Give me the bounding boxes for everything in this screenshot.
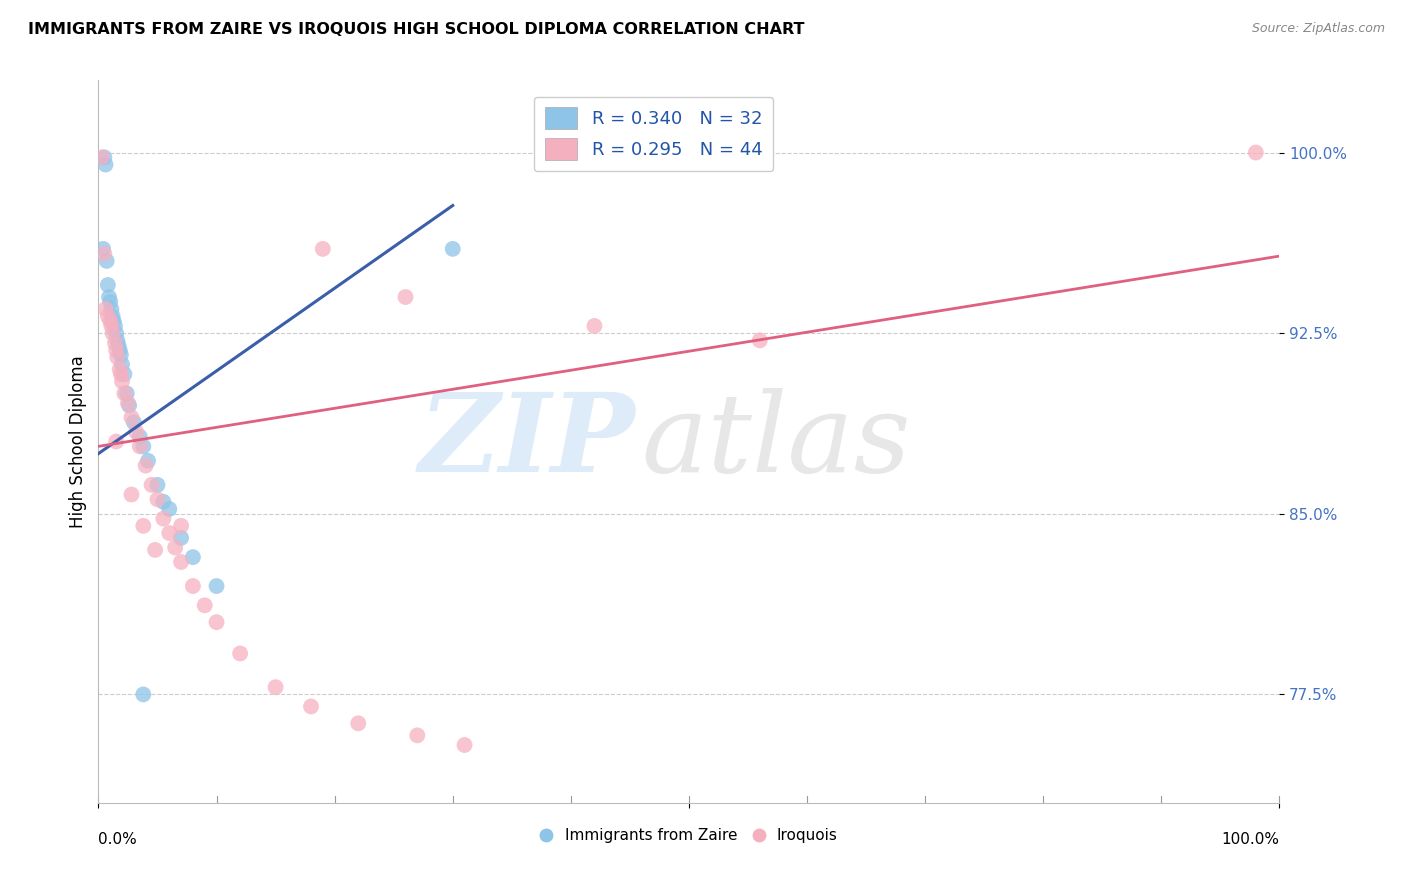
Point xyxy=(101,310,124,324)
Point xyxy=(93,150,115,164)
Point xyxy=(115,386,138,401)
Point xyxy=(97,277,120,292)
Point xyxy=(104,335,127,350)
Point xyxy=(93,246,115,260)
Point xyxy=(98,294,121,309)
Point xyxy=(97,310,120,324)
Point xyxy=(125,425,148,439)
Point xyxy=(110,367,132,381)
Point xyxy=(122,415,145,429)
Text: Source: ZipAtlas.com: Source: ZipAtlas.com xyxy=(1251,22,1385,36)
Point xyxy=(118,398,141,412)
Point xyxy=(104,318,127,333)
Point xyxy=(108,343,131,357)
Point xyxy=(100,318,122,333)
Point xyxy=(146,492,169,507)
Point xyxy=(128,439,150,453)
Point xyxy=(229,647,252,661)
Point xyxy=(94,157,117,171)
Point xyxy=(121,410,143,425)
Point xyxy=(583,318,606,333)
Point xyxy=(103,314,125,328)
Point xyxy=(111,374,134,388)
Point xyxy=(110,348,132,362)
Point xyxy=(312,242,335,256)
Point xyxy=(117,396,139,410)
Text: atlas: atlas xyxy=(641,388,911,495)
Point xyxy=(105,343,128,357)
Point xyxy=(100,301,122,316)
Legend: Immigrants from Zaire, Iroquois: Immigrants from Zaire, Iroquois xyxy=(534,822,844,849)
Point xyxy=(170,555,193,569)
Point xyxy=(141,478,163,492)
Point xyxy=(94,301,117,316)
Point xyxy=(121,487,143,501)
Point xyxy=(170,519,193,533)
Point xyxy=(98,314,121,328)
Point xyxy=(112,367,135,381)
Point xyxy=(748,334,770,348)
Point xyxy=(105,434,128,449)
Point xyxy=(105,350,128,364)
Point xyxy=(165,541,187,555)
Point xyxy=(135,458,157,473)
Point xyxy=(132,687,155,701)
Point xyxy=(347,716,370,731)
Point xyxy=(394,290,416,304)
Point xyxy=(91,150,114,164)
Point xyxy=(96,254,118,268)
Point xyxy=(406,728,429,742)
Text: 100.0%: 100.0% xyxy=(1222,831,1279,847)
Text: ZIP: ZIP xyxy=(419,388,636,495)
Point xyxy=(181,579,204,593)
Point xyxy=(108,362,131,376)
Point xyxy=(101,326,124,341)
Point xyxy=(299,699,322,714)
Point xyxy=(264,680,287,694)
Point xyxy=(112,386,135,401)
Point xyxy=(107,338,129,352)
Point xyxy=(157,502,180,516)
Point xyxy=(111,358,134,372)
Point xyxy=(152,511,174,525)
Point xyxy=(181,550,204,565)
Point xyxy=(157,526,180,541)
Point xyxy=(152,494,174,508)
Point xyxy=(132,519,155,533)
Y-axis label: High School Diploma: High School Diploma xyxy=(69,355,87,528)
Point xyxy=(132,439,155,453)
Point xyxy=(205,579,228,593)
Point xyxy=(143,543,166,558)
Point xyxy=(98,290,121,304)
Point xyxy=(170,531,193,545)
Point xyxy=(105,326,128,341)
Point xyxy=(205,615,228,629)
Point xyxy=(91,242,114,256)
Point xyxy=(194,599,217,613)
Point xyxy=(441,242,464,256)
Text: IMMIGRANTS FROM ZAIRE VS IROQUOIS HIGH SCHOOL DIPLOMA CORRELATION CHART: IMMIGRANTS FROM ZAIRE VS IROQUOIS HIGH S… xyxy=(28,22,804,37)
Point xyxy=(453,738,475,752)
Point xyxy=(136,454,159,468)
Point xyxy=(146,478,169,492)
Text: 0.0%: 0.0% xyxy=(98,831,138,847)
Point xyxy=(1244,145,1267,160)
Point xyxy=(128,430,150,444)
Point xyxy=(105,334,128,348)
